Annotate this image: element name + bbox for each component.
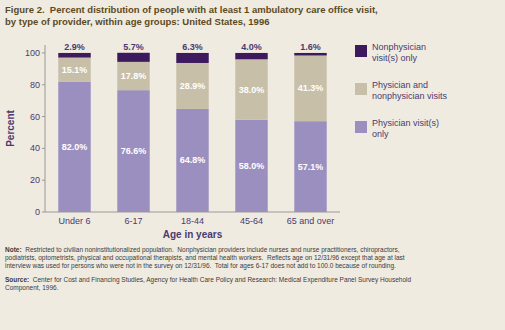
y-tick <box>42 116 45 117</box>
y-axis-label: Percent <box>5 109 16 146</box>
axes: 0 20 40 60 80 100 Under 6 6-17 18-44 45-64 65 and … <box>5 45 340 240</box>
bars <box>58 53 326 212</box>
title: Figure 2. Percent distribution of people… <box>5 4 378 27</box>
chart: Figure 2. Percent distribution of people… <box>0 0 505 330</box>
x-tick-label: Under 6 <box>58 216 90 226</box>
data-label: 2.9% <box>64 42 85 52</box>
data-label: 28.9% <box>180 81 206 91</box>
y-tick-label: 0 <box>35 207 40 217</box>
legend-label-line: Physician and <box>372 80 428 90</box>
data-label: 4.0% <box>241 42 262 52</box>
annotation-line: interview was used for persons who were … <box>5 262 396 270</box>
bar-segment <box>235 53 267 59</box>
y-tick <box>42 148 45 149</box>
y-tick-label: 40 <box>30 143 40 153</box>
bar-segment <box>294 53 326 56</box>
legend: Nonphysicianvisit(s) only Physician andno… <box>355 42 448 139</box>
data-label: 64.8% <box>180 155 206 165</box>
annotation: Note: Restricted to civilian noninstitut… <box>5 246 405 270</box>
legend-label-line: visit(s) only <box>372 53 418 63</box>
bar-segment <box>58 82 90 212</box>
bar-segment <box>235 59 267 119</box>
data-label: 6.3% <box>182 42 203 52</box>
annotation-line: Source: Center for Cost and Financing St… <box>5 276 411 284</box>
annotation-rest: Center for Cost and Financing Studies, A… <box>29 276 411 284</box>
background <box>0 0 505 330</box>
data-label: 58.0% <box>239 161 265 171</box>
y-tick <box>42 52 45 53</box>
data-label: 17.8% <box>121 71 147 81</box>
legend-swatch <box>355 83 367 95</box>
annotation: Source: Center for Cost and Financing St… <box>5 276 411 292</box>
data-label: 15.1% <box>62 65 88 75</box>
x-tick-label: 6-17 <box>124 216 142 226</box>
y-tick-label: 100 <box>25 48 40 58</box>
data-label: 1.6% <box>300 42 321 52</box>
y-tick-label: 20 <box>30 175 40 185</box>
legend-label-line: only <box>372 129 389 139</box>
data-labels: 82.0% 76.6% 64.8% 58.0% 57.1% 15.1% 17.8% 28.9%… <box>62 42 324 172</box>
y-tick <box>42 84 45 85</box>
bar-segment <box>176 53 208 63</box>
y-tick-label: 80 <box>30 80 40 90</box>
bar-segment <box>294 55 326 121</box>
data-label: 38.0% <box>239 85 265 95</box>
bar-segment <box>176 63 208 109</box>
bar-segment <box>176 109 208 212</box>
annotation-line: Note: Restricted to civilian noninstitut… <box>5 246 400 254</box>
annotation-line: podiatrists, optometrists, physical and … <box>5 254 405 262</box>
legend-swatch <box>355 45 367 57</box>
data-label: 82.0% <box>62 142 88 152</box>
bar-segment <box>117 62 149 90</box>
bar-segment <box>235 120 267 212</box>
legend-label-line: Physician visit(s) <box>372 118 439 128</box>
annotation-rest: Restricted to civilian noninstitutionali… <box>22 246 400 254</box>
y-axis-line <box>45 45 46 212</box>
x-axis-line <box>45 212 340 213</box>
annotation-line: Component, 1996. <box>5 284 59 292</box>
legend-swatch <box>355 121 367 133</box>
y-tick <box>42 212 45 213</box>
legend-label: Nonphysicianvisit(s) only <box>372 42 426 63</box>
data-label: 76.6% <box>121 146 147 156</box>
x-tick-label: 45-64 <box>240 216 263 226</box>
data-label: 41.3% <box>298 83 324 93</box>
annotation-lead: Note: <box>5 246 22 253</box>
x-tick-label: 18-44 <box>181 216 204 226</box>
title-line: Figure 2. Percent distribution of people… <box>5 4 378 15</box>
bar-segment <box>117 90 149 212</box>
bar-segment <box>58 58 90 82</box>
annotation-lead: Source: <box>5 276 29 283</box>
y-tick-label: 60 <box>30 112 40 122</box>
legend-label-line: nonphysician visits <box>372 91 448 101</box>
legend-label-line: Nonphysician <box>372 42 426 52</box>
y-tick <box>42 180 45 181</box>
data-label: 5.7% <box>123 42 144 52</box>
legend-label: Physician andnonphysician visits <box>372 80 448 101</box>
data-label: 57.1% <box>298 162 324 172</box>
bar-segment <box>294 121 326 212</box>
x-axis-label: Age in years <box>163 229 223 240</box>
bar-segment <box>117 53 149 62</box>
bar-segment <box>58 53 90 58</box>
x-tick-label: 65 and over <box>287 216 335 226</box>
legend-label: Physician visit(s)only <box>372 118 439 139</box>
title-line: by type of provider, within age groups: … <box>5 16 269 27</box>
